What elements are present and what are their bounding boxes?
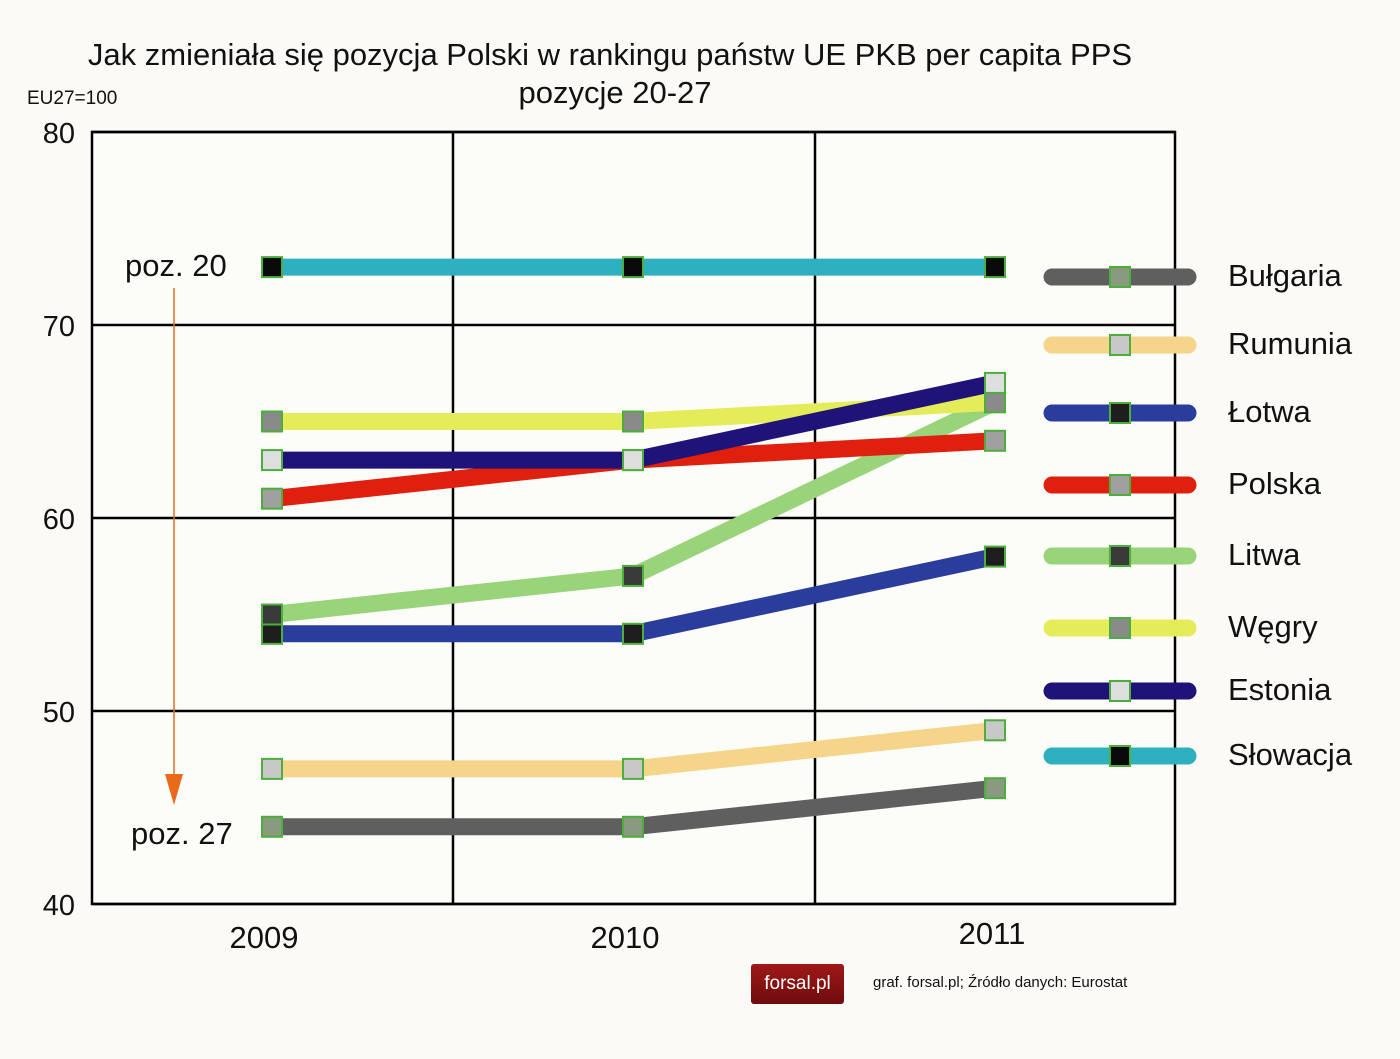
annotation-poz-20: poz. 20 [125, 248, 227, 283]
legend-label: Słowacja [1228, 737, 1353, 772]
y-tick-label: 80 [43, 118, 75, 150]
legend-label: Łotwa [1228, 394, 1311, 429]
data-point-Węgry [984, 391, 1006, 414]
ranking-arrow-head [165, 774, 183, 805]
legend-label: Węgry [1228, 609, 1318, 644]
legend-marker [1109, 680, 1131, 702]
annotation-poz-27: poz. 27 [131, 816, 233, 851]
data-point-Litwa [261, 603, 283, 626]
legend-marker [1109, 474, 1131, 496]
x-tick-label: 2009 [230, 920, 299, 955]
legend-label: Polska [1228, 466, 1322, 501]
data-point-Łotwa [261, 622, 283, 645]
x-tick-label: 2010 [591, 920, 660, 955]
data-point-Rumunia [984, 719, 1006, 742]
data-point-Łotwa [984, 545, 1006, 568]
legend-label: Litwa [1228, 537, 1301, 572]
data-point-Rumunia [261, 757, 283, 780]
data-point-Polska [261, 487, 283, 510]
source-note: graf. forsal.pl; Źródło danych: Eurostat [873, 974, 1128, 991]
data-point-Słowacja [622, 256, 644, 279]
data-point-Bułgaria [622, 815, 644, 838]
legend-label: Estonia [1228, 672, 1332, 707]
legend-marker [1109, 617, 1131, 639]
y-tick-label: 60 [43, 504, 75, 536]
y-tick-label: 50 [43, 697, 75, 729]
chart-title: Jak zmieniała się pozycja Polski w ranki… [88, 37, 1132, 72]
chart-subtitle: pozycje 20-27 [518, 75, 711, 110]
y-tick-label: 40 [43, 890, 75, 922]
data-point-Rumunia [622, 757, 644, 780]
data-point-Bułgaria [984, 777, 1006, 800]
legend-marker [1109, 334, 1131, 356]
data-point-Słowacja [984, 256, 1006, 279]
data-point-Estonia [261, 449, 283, 472]
legend-marker [1109, 545, 1131, 567]
data-point-Estonia [984, 371, 1006, 394]
data-point-Litwa [622, 564, 644, 587]
data-point-Polska [984, 429, 1006, 452]
legend-label: Rumunia [1228, 326, 1353, 361]
y-tick-label: 70 [43, 311, 75, 343]
forsal-logo: forsal.pl [751, 964, 844, 1004]
data-point-Estonia [622, 449, 644, 472]
y-axis-label: EU27=100 [27, 88, 117, 109]
legend-marker [1109, 266, 1131, 288]
data-point-Węgry [622, 410, 644, 433]
legend-marker [1109, 745, 1131, 767]
data-point-Węgry [261, 410, 283, 433]
data-point-Bułgaria [261, 815, 283, 838]
legend-label: Bułgaria [1228, 258, 1342, 293]
data-point-Łotwa [622, 622, 644, 645]
data-point-Słowacja [261, 256, 283, 279]
legend-marker [1109, 402, 1131, 424]
x-tick-label: 2011 [959, 916, 1026, 951]
